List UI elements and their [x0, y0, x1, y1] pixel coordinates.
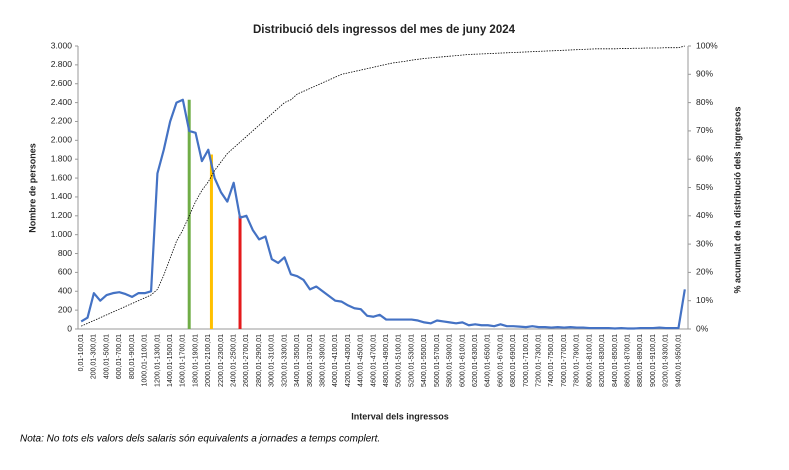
y2-tick-label: 70% — [696, 125, 713, 135]
x-tick-label: 8400,01-8500,01 — [612, 334, 619, 387]
y2-tick-label: 0% — [696, 323, 709, 333]
y-tick-label: 2.000 — [51, 135, 73, 145]
y-axis-label: Nombre de persones — [27, 143, 37, 233]
y-tick-label: 0 — [67, 323, 72, 333]
x-tick-label: 200,01-300,01 — [91, 334, 98, 379]
y-tick-label: 2.400 — [51, 97, 73, 107]
x-tick-label: 1600,01-1700,01 — [180, 334, 187, 387]
y2-tick-label: 100% — [696, 40, 718, 50]
x-tick-label: 7200,01-7300,01 — [536, 334, 543, 387]
y-tick-label: 2.200 — [51, 116, 73, 126]
x-tick-label: 2200,01-2300,01 — [218, 334, 225, 387]
y-tick-label: 1.200 — [51, 210, 73, 220]
x-tick-label: 3800,01-3900,01 — [319, 334, 326, 387]
x-tick-label: 6600,01-6700,01 — [497, 334, 504, 387]
x-tick-label: 5400,01-5500,01 — [421, 334, 428, 387]
x-tick-label: 2000,01-2100,01 — [205, 334, 212, 387]
note: Nota: No tots els valors dels salaris só… — [20, 434, 380, 445]
x-tick-label: 3600,01-3700,01 — [307, 334, 314, 387]
y-tick-label: 1.400 — [51, 191, 73, 201]
x-tick-label: 6200,01-6300,01 — [472, 334, 479, 387]
x-tick-label: 400,01-500,01 — [103, 334, 110, 379]
x-tick-label: 7000,01-7100,01 — [523, 334, 530, 387]
x-tick-label: 1800,01-1900,01 — [192, 334, 199, 387]
x-tick-label: 8600,01-8700,01 — [624, 334, 631, 387]
x-tick-label: 2600,01-2700,01 — [243, 334, 250, 387]
x-tick-label: 7600,01-7700,01 — [561, 334, 568, 387]
x-tick-label: 9000,01-9100,01 — [650, 334, 657, 387]
x-tick-label: 4600,01-4700,01 — [370, 334, 377, 387]
y-tick-label: 800 — [58, 248, 72, 258]
y-tick-label: 1.600 — [51, 172, 73, 182]
x-tick-label: 7400,01-7500,01 — [548, 334, 555, 387]
x-tick-label: 2400,01-2500,01 — [231, 334, 238, 387]
x-tick-label: 5000,01-5100,01 — [396, 334, 403, 387]
x-tick-label: 7800,01-7900,01 — [574, 334, 581, 387]
y2-tick-label: 10% — [696, 295, 713, 305]
x-tick-label: 1200,01-1300,01 — [154, 334, 161, 387]
x-tick-label: 0,01-100,01 — [78, 334, 85, 371]
y2-tick-label: 60% — [696, 153, 713, 163]
x-tick-label: 3000,01-3100,01 — [269, 334, 276, 387]
x-tick-label: 1400,01-1500,01 — [167, 334, 174, 387]
x-tick-label: 800,01-900,01 — [129, 334, 136, 379]
x-tick-label: 600,01-700,01 — [116, 334, 123, 379]
x-tick-label: 8200,01-8300,01 — [599, 334, 606, 387]
x-tick-label: 5800,01-5900,01 — [447, 334, 454, 387]
y2-axis-label: % acumulat de la distribució dels ingres… — [732, 106, 742, 293]
y-tick-label: 1.800 — [51, 153, 73, 163]
x-tick-label: 5200,01-5300,01 — [408, 334, 415, 387]
data-line — [80, 98, 686, 330]
x-tick-label: 5600,01-5700,01 — [434, 334, 441, 387]
y-tick-label: 600 — [58, 267, 72, 277]
x-tick-label: 6400,01-6500,01 — [485, 334, 492, 387]
y2-tick-label: 50% — [696, 182, 713, 192]
y-tick-label: 2.600 — [51, 78, 73, 88]
y-tick-label: 200 — [58, 304, 72, 314]
x-tick-label: 6000,01-6100,01 — [459, 334, 466, 387]
y2-tick-label: 20% — [696, 267, 713, 277]
x-axis-label: Interval dels ingressos — [351, 411, 449, 421]
y-tick-label: 400 — [58, 286, 72, 296]
x-tick-label: 8800,01-8900,01 — [637, 334, 644, 387]
cumulative-line — [81, 45, 685, 327]
x-tick-label: 2800,01-2900,01 — [256, 334, 263, 387]
x-tick-label: 8000,01-8100,01 — [586, 334, 593, 387]
x-tick-label: 4200,01-4300,01 — [345, 334, 352, 387]
y2-tick-label: 80% — [696, 97, 713, 107]
x-tick-label: 3200,01-3300,01 — [281, 334, 288, 387]
x-tick-label: 9200,01-9300,01 — [663, 334, 670, 387]
x-tick-label: 4000,01-4100,01 — [332, 334, 339, 387]
y-tick-label: 3.000 — [51, 40, 73, 50]
y-tick-label: 1.000 — [51, 229, 73, 239]
x-tick-label: 6800,01-6900,01 — [510, 334, 517, 387]
y2-tick-label: 90% — [696, 69, 713, 79]
x-tick-label: 4800,01-4900,01 — [383, 334, 390, 387]
x-tick-label: 3400,01-3500,01 — [294, 334, 301, 387]
y2-tick-label: 40% — [696, 210, 713, 220]
chart-title: Distribució dels ingressos del mes de ju… — [253, 24, 516, 36]
x-tick-label: 9400,01-9500,01 — [675, 334, 682, 387]
x-tick-label: 1000,01-1100,01 — [142, 334, 149, 387]
y-tick-label: 2.800 — [51, 59, 73, 69]
x-tick-label: 4400,01-4500,01 — [358, 334, 365, 387]
y2-tick-label: 30% — [696, 238, 713, 248]
